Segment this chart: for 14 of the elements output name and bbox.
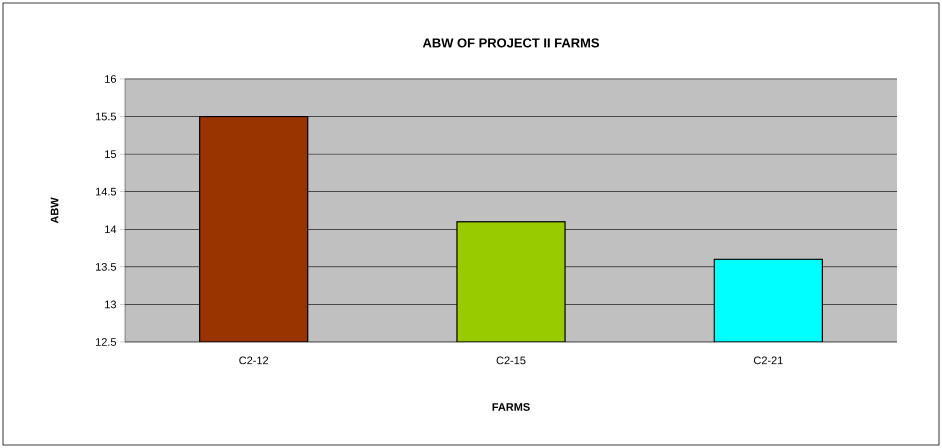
x-tick-label: C2-21	[754, 356, 783, 364]
y-tick-label: 13	[105, 300, 116, 308]
y-tick-label: 14.5	[96, 188, 116, 196]
chart-title: ABW OF PROJECT II FARMS	[422, 38, 600, 48]
y-tick-label: 13.5	[96, 262, 116, 271]
x-tick-label: C2-12	[239, 356, 268, 364]
y-tick-label: 15	[105, 150, 116, 158]
y-tick-label: 15.5	[96, 112, 116, 120]
x-tick-label: C2-15	[496, 356, 526, 364]
y-tick-label: 16	[105, 75, 116, 83]
y-tick-label: 12.5	[96, 338, 116, 346]
y-tick-label: 14	[105, 226, 116, 234]
y-axis-title: ABW	[50, 197, 58, 224]
x-axis-title: FARMS	[492, 403, 530, 411]
